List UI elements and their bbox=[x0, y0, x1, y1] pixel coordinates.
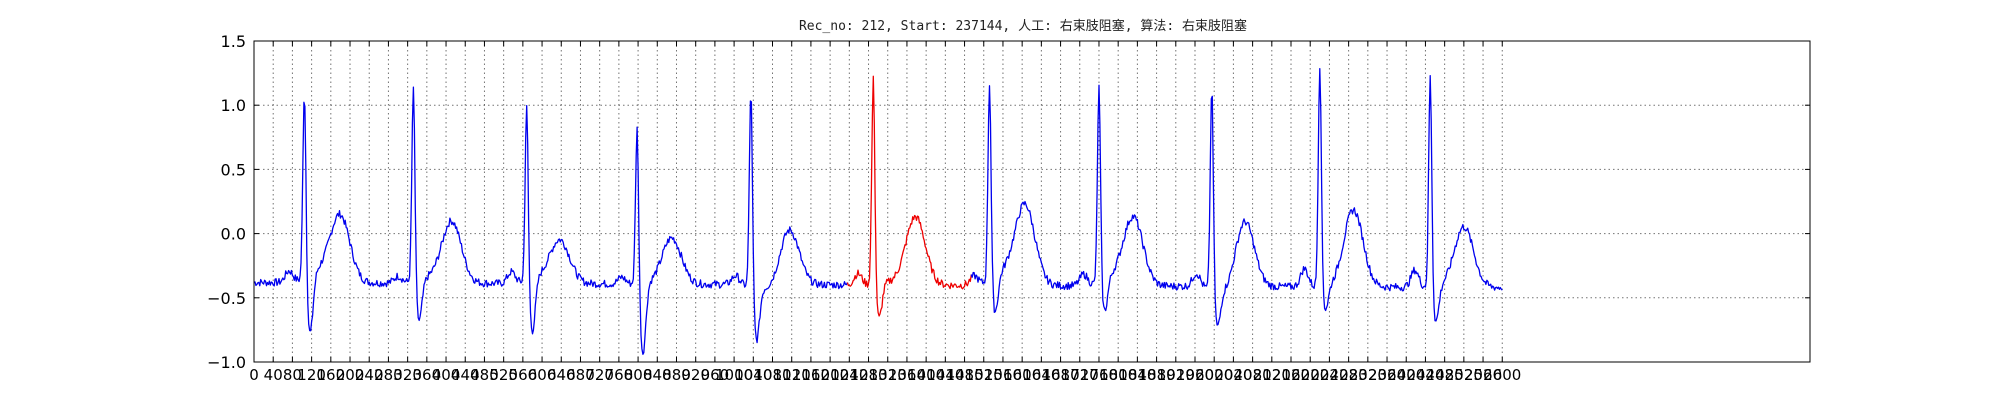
x-tick-label: 120 bbox=[297, 366, 326, 384]
x-tick-label: 160 bbox=[316, 366, 345, 384]
x-tick-label: 1080 bbox=[753, 366, 791, 384]
x-tick-label: 1520 bbox=[965, 366, 1003, 384]
y-tick-label: −0.5 bbox=[207, 289, 246, 308]
x-tick-label: 2200 bbox=[1291, 366, 1329, 384]
x-tick-label: 80 bbox=[283, 366, 302, 384]
x-tick-label: 480 bbox=[470, 366, 499, 384]
y-tick-label: 1.5 bbox=[221, 32, 246, 51]
x-tick-label: 1040 bbox=[734, 366, 772, 384]
x-tick-label: 1640 bbox=[1022, 366, 1060, 384]
y-axis-ticks: −1.0 −0.5 0.0 0.5 1.0 1.5 bbox=[207, 32, 1810, 372]
y-tick-label: 1.0 bbox=[221, 96, 246, 115]
grid bbox=[254, 41, 1810, 362]
x-tick-label: 2120 bbox=[1253, 366, 1291, 384]
x-tick-label: 2040 bbox=[1214, 366, 1252, 384]
x-tick-label: 1840 bbox=[1118, 366, 1156, 384]
x-tick-label: 1120 bbox=[773, 366, 811, 384]
x-tick-label: 400 bbox=[432, 366, 461, 384]
x-tick-label: 2160 bbox=[1272, 366, 1310, 384]
x-tick-label: 1360 bbox=[888, 366, 926, 384]
x-tick-label: 1560 bbox=[984, 366, 1022, 384]
x-tick-label: 440 bbox=[451, 366, 480, 384]
x-tick-label: 1760 bbox=[1080, 366, 1118, 384]
x-tick-label: 40 bbox=[264, 366, 283, 384]
ecg-trace bbox=[253, 86, 848, 355]
x-tick-label: 920 bbox=[681, 366, 710, 384]
x-tick-label: 800 bbox=[624, 366, 653, 384]
x-tick-label: 280 bbox=[374, 366, 403, 384]
x-tick-label: 2480 bbox=[1426, 366, 1464, 384]
y-tick-label: 0.0 bbox=[221, 225, 246, 244]
x-tick-label: 760 bbox=[605, 366, 634, 384]
x-tick-label: 2400 bbox=[1387, 366, 1425, 384]
chart-title: Rec_no: 212, Start: 237144, 人工: 右束肢阻塞, 算… bbox=[799, 18, 1247, 34]
x-tick-label: 1280 bbox=[849, 366, 887, 384]
ecg-series bbox=[253, 67, 1503, 355]
x-tick-label: 2000 bbox=[1195, 366, 1233, 384]
x-tick-label: 1320 bbox=[869, 366, 907, 384]
x-tick-label: 1240 bbox=[830, 366, 868, 384]
x-tick-label: 600 bbox=[528, 366, 557, 384]
x-tick-label: 1960 bbox=[1176, 366, 1214, 384]
x-tick-label: 1600 bbox=[1003, 366, 1041, 384]
x-tick-label: 0 bbox=[249, 366, 259, 384]
x-tick-label: 240 bbox=[355, 366, 384, 384]
x-tick-label: 1880 bbox=[1137, 366, 1175, 384]
x-tick-label: 1920 bbox=[1157, 366, 1195, 384]
x-tick-label: 2280 bbox=[1330, 366, 1368, 384]
x-tick-label: 1000 bbox=[715, 366, 753, 384]
y-tick-label: 0.5 bbox=[221, 160, 246, 179]
x-tick-label: 360 bbox=[413, 366, 442, 384]
x-tick-label: 1680 bbox=[1041, 366, 1079, 384]
x-tick-label: 640 bbox=[547, 366, 576, 384]
x-tick-label: 2600 bbox=[1483, 366, 1521, 384]
x-axis-ticks: 0 40 8012016020024028032036040044048052056… bbox=[249, 41, 1521, 384]
ecg-trace-highlight bbox=[846, 75, 972, 317]
x-tick-label: 880 bbox=[662, 366, 691, 384]
x-tick-label: 1440 bbox=[926, 366, 964, 384]
x-tick-label: 960 bbox=[701, 366, 730, 384]
x-tick-label: 2520 bbox=[1445, 366, 1483, 384]
y-tick-label: −1.0 bbox=[207, 353, 246, 372]
x-tick-label: 2080 bbox=[1234, 366, 1272, 384]
x-tick-label: 320 bbox=[393, 366, 422, 384]
x-tick-label: 200 bbox=[336, 366, 365, 384]
x-tick-label: 680 bbox=[566, 366, 595, 384]
plot-frame bbox=[253, 40, 1811, 363]
x-tick-label: 2360 bbox=[1368, 366, 1406, 384]
x-tick-label: 1480 bbox=[945, 366, 983, 384]
x-tick-label: 2440 bbox=[1406, 366, 1444, 384]
ecg-trace bbox=[970, 67, 1503, 326]
x-tick-label: 2240 bbox=[1310, 366, 1348, 384]
x-tick-label: 520 bbox=[489, 366, 518, 384]
x-tick-label: 1800 bbox=[1099, 366, 1137, 384]
x-tick-label: 720 bbox=[585, 366, 614, 384]
x-tick-label: 2320 bbox=[1349, 366, 1387, 384]
x-tick-label: 1720 bbox=[1061, 366, 1099, 384]
x-tick-label: 1160 bbox=[792, 366, 830, 384]
x-tick-label: 1200 bbox=[811, 366, 849, 384]
x-tick-label: 840 bbox=[643, 366, 672, 384]
x-tick-label: 2560 bbox=[1464, 366, 1502, 384]
x-tick-label: 560 bbox=[509, 366, 538, 384]
x-tick-label: 1400 bbox=[907, 366, 945, 384]
